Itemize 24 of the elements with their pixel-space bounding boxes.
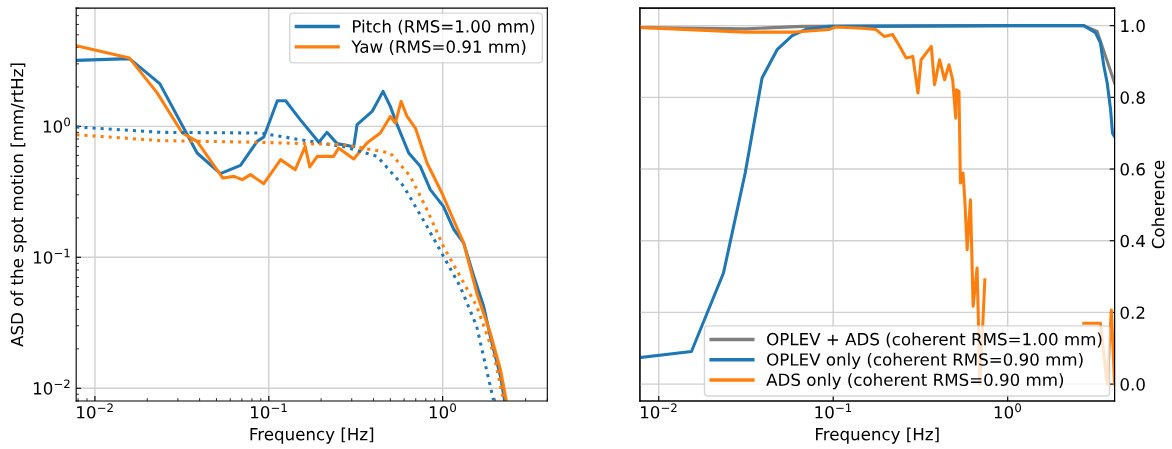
x-axis-title: Frequency [Hz] [816,427,939,444]
legend-label: ADS only (coherent RMS=0.90 mm) [766,373,1064,390]
x-tick-label: 10$^{−1}$ [251,403,287,419]
x-tick-label: 10$^{−1}$ [815,403,852,419]
text: 0.8 [1120,91,1145,104]
y-axis-title: ASD of the spot motion [mm/rtHz] [10,63,27,347]
x-tick-label: 10$^{0}$ [429,403,456,419]
legend-label: OPLEV + ADS (coherent RMS=1.00 mm) [767,332,1102,348]
y-tick-label: 10$^{−1}$ [33,248,70,264]
x-tick-label: 10$^{0}$ [994,403,1022,419]
text: 0.2 [1120,306,1145,319]
x-tick-label: 10$^{−2}$ [640,403,677,419]
text: 0.0 [1120,378,1145,391]
legend-label: Pitch (RMS=1.00 mm) [353,19,535,35]
y-tick-label: 10$^{0}$ [43,117,70,133]
y2-axis-title: Coherence [1151,160,1165,249]
x-axis-title: Frequency [Hz] [250,427,374,444]
y-tick-label: 10$^{−2}$ [33,379,70,395]
x-tick-label: 10$^{−2}$ [77,403,113,419]
legend-label: Yaw (RMS=0.91 mm) [351,40,526,55]
legend-label: OPLEV only (coherent RMS=0.90 mm) [767,352,1083,369]
text: 1.0 [1121,19,1145,33]
text: 0.4 [1120,234,1145,248]
text: 0.6 [1120,162,1145,176]
